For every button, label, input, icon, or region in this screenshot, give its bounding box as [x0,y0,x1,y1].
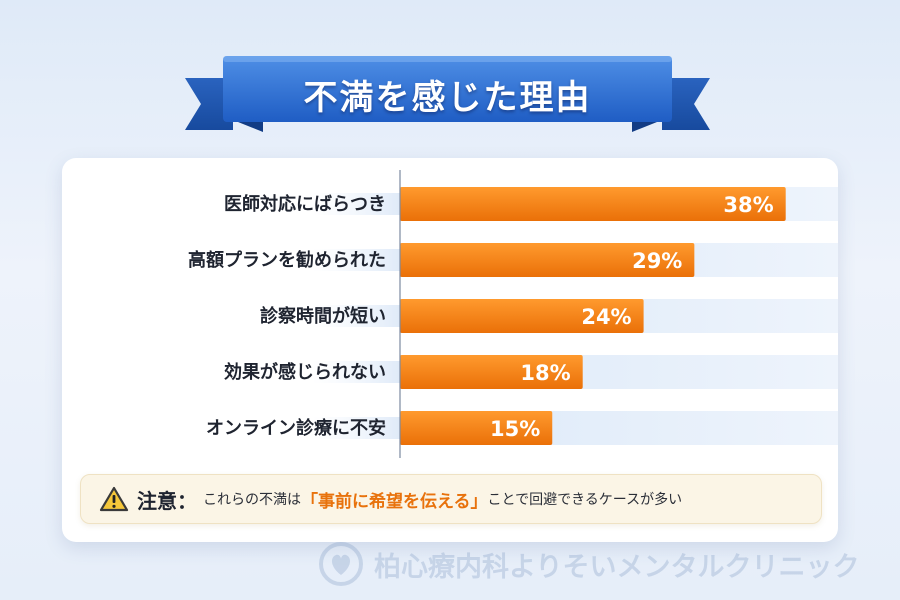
category-label: 診察時間が短い [260,305,386,327]
note-heading: 注意： [137,488,197,513]
clinic-logo-icon [319,542,363,586]
bar-3 [400,299,644,333]
title-ribbon: 不満を感じた理由 [185,48,710,140]
category-label: 医師対応にばらつき [224,193,386,215]
label-fade [312,193,400,215]
value-label: 29% [632,249,682,273]
watermark-text: 柏心療内科よりそいメンタルクリニック [374,551,860,583]
label-fade [312,305,400,327]
value-label: 15% [490,417,540,441]
bar-1 [400,187,786,221]
value-label: 18% [520,361,570,385]
bar-5 [400,411,553,445]
note-emphasis: 「事前に希望を伝える」 [301,491,488,512]
category-label: 効果が感じられない [224,361,386,383]
bar-2 [400,243,695,277]
note-text-after: ことで回避できるケースが多い [487,492,683,508]
category-label: オンライン診療に不安 [206,417,386,439]
ribbon-shape [185,56,710,132]
page-title: 不満を感じた理由 [303,78,592,118]
clinic-watermark: 柏心療内科よりそいメンタルクリニック [318,540,859,588]
label-fade [312,249,400,271]
value-label: 38% [723,193,773,217]
bar-4 [400,355,583,389]
label-fade [312,417,400,439]
note-box: 注意： これらの不満は 「事前に希望を伝える」 ことで回避できるケースが多い [80,474,822,524]
note-text-before: これらの不満は [203,492,301,508]
bar-chart: 医師対応にばらつき 38% 高額プランを勧められた 29% 診察時間が短い 24% 効果が感… [188,170,838,458]
label-fade [312,361,400,383]
category-label: 高額プランを勧められた [188,249,386,271]
warning-icon [99,486,129,512]
value-label: 24% [581,305,631,329]
